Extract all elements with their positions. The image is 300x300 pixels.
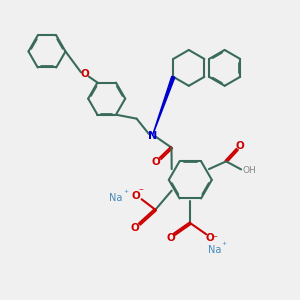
- Text: O: O: [236, 141, 244, 152]
- Text: $^-$: $^-$: [137, 186, 145, 195]
- Text: $^+$: $^+$: [122, 189, 129, 198]
- Text: O: O: [166, 233, 175, 243]
- Text: $^+$: $^+$: [220, 241, 228, 250]
- Text: Na: Na: [109, 193, 122, 203]
- Text: Na: Na: [208, 245, 221, 255]
- Text: O: O: [132, 191, 141, 201]
- Text: O: O: [206, 233, 214, 243]
- Text: O: O: [131, 223, 140, 232]
- Text: OH: OH: [243, 166, 256, 175]
- Text: O: O: [80, 70, 89, 80]
- Text: N: N: [148, 131, 157, 141]
- Text: $^-$: $^-$: [211, 233, 219, 242]
- Polygon shape: [152, 76, 175, 136]
- Text: O: O: [152, 157, 161, 167]
